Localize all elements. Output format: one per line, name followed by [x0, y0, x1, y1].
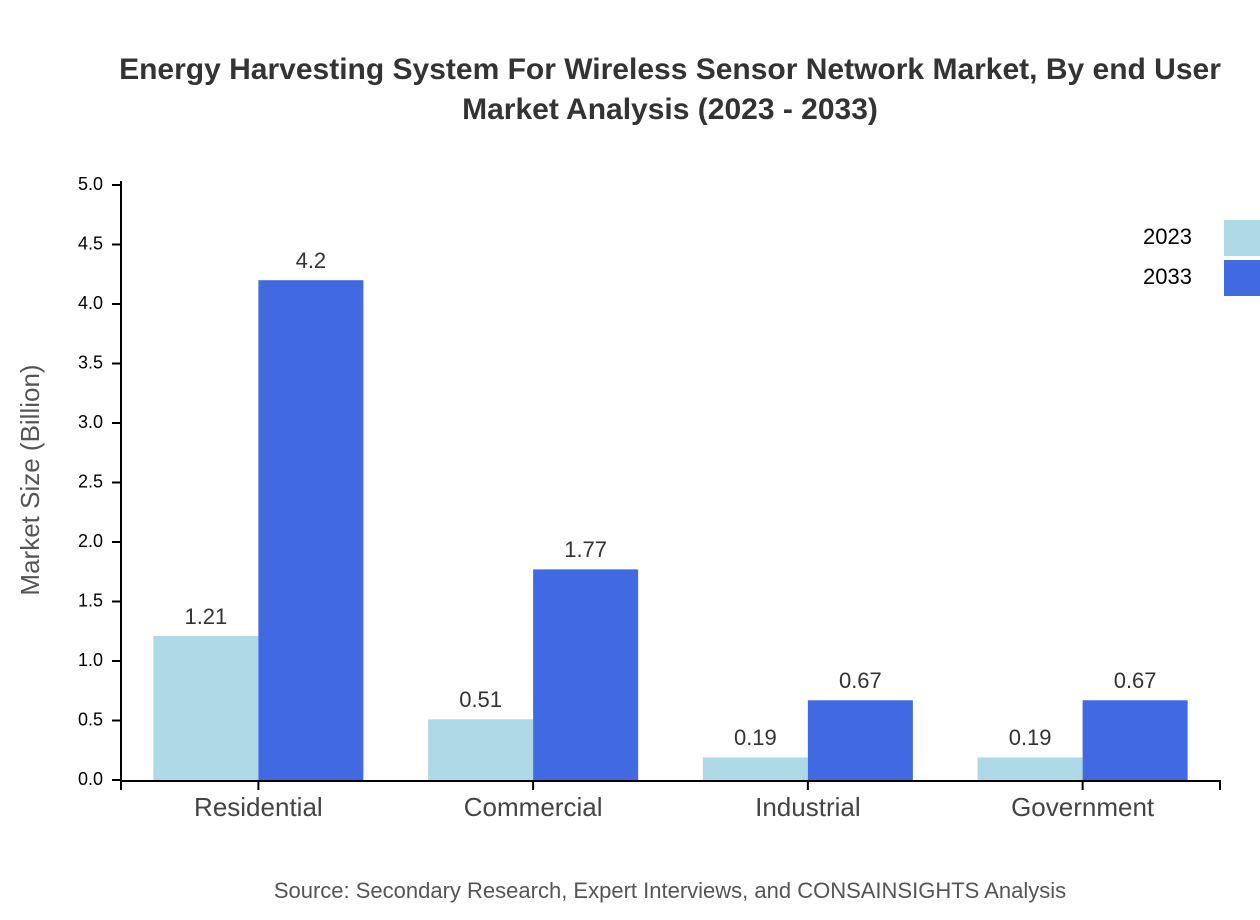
legend-label: 2023	[1143, 224, 1192, 249]
y-tick-label: 4.5	[78, 233, 103, 253]
bar	[702, 757, 808, 780]
bar	[258, 280, 364, 780]
x-tick-label: Residential	[194, 792, 323, 822]
value-label: 4.2	[296, 248, 327, 273]
y-tick-label: 5.0	[78, 174, 103, 194]
value-label: 0.51	[459, 687, 502, 712]
y-tick-label: 3.5	[78, 352, 103, 372]
bar	[428, 719, 534, 780]
bar	[533, 569, 639, 780]
bar	[1082, 700, 1188, 780]
value-label: 0.19	[734, 725, 777, 750]
y-tick-label: 4.0	[78, 293, 103, 313]
legend-label: 2033	[1143, 264, 1192, 289]
y-tick-label: 0.0	[78, 769, 103, 789]
x-tick-label: Industrial	[755, 792, 861, 822]
value-label: 0.67	[1114, 668, 1157, 693]
y-tick-label: 2.0	[78, 531, 103, 551]
y-axis-label: Market Size (Billion)	[15, 364, 45, 595]
bar	[807, 700, 913, 780]
legend-swatch	[1224, 220, 1260, 256]
source-note: Source: Secondary Research, Expert Inter…	[274, 878, 1066, 903]
y-tick-label: 3.0	[78, 412, 103, 432]
x-tick-label: Commercial	[464, 792, 603, 822]
value-label: 1.77	[564, 537, 607, 562]
bar	[153, 636, 259, 780]
chart-title: Energy Harvesting System For Wireless Se…	[119, 53, 1221, 126]
value-label: 0.67	[839, 668, 882, 693]
x-tick-label: Government	[1011, 792, 1155, 822]
value-label: 0.19	[1009, 725, 1052, 750]
value-label: 1.21	[184, 604, 227, 629]
y-tick-label: 1.5	[78, 590, 103, 610]
bar	[977, 757, 1083, 780]
legend-swatch	[1224, 260, 1260, 296]
y-tick-label: 1.0	[78, 650, 103, 670]
y-tick-label: 2.5	[78, 471, 103, 491]
y-tick-label: 0.5	[78, 709, 103, 729]
